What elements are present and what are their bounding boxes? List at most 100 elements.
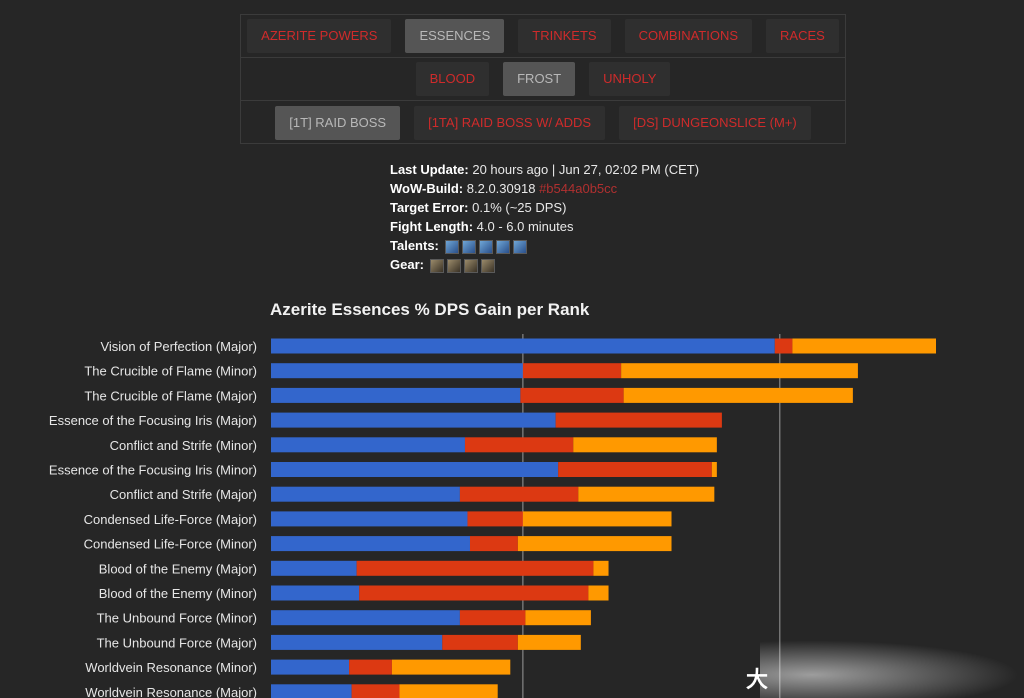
category-label: Worldvein Resonance (Minor)	[85, 660, 257, 675]
gear-item-icon[interactable]	[480, 258, 495, 273]
build-key: WoW-Build:	[390, 181, 464, 196]
bar-segment-rank-2[interactable]	[351, 684, 400, 698]
bar-segment-rank-3[interactable]	[391, 659, 511, 675]
gear-icons	[429, 258, 495, 273]
bar-segment-rank-2[interactable]	[555, 412, 722, 428]
nav-panel: AZERITE POWERS ESSENCES TRINKETS COMBINA…	[240, 14, 846, 144]
gear-line: Gear:	[390, 255, 699, 274]
watermark: 大	[746, 667, 769, 692]
bar-segment-rank-3[interactable]	[711, 462, 717, 477]
chart-title: Azerite Essences % DPS Gain per Rank	[270, 300, 590, 319]
bar-segment-rank-3[interactable]	[588, 585, 609, 601]
bar-segment-rank-2[interactable]	[520, 387, 624, 403]
category-label: The Crucible of Flame (Major)	[84, 388, 257, 403]
bar-segment-rank-1[interactable]	[271, 511, 468, 527]
category-label: The Crucible of Flame (Minor)	[84, 364, 257, 379]
bar-segment-rank-2[interactable]	[356, 560, 594, 576]
talent-icon[interactable]	[495, 239, 510, 254]
bar-segment-rank-2[interactable]	[522, 363, 622, 379]
nav-button-essences[interactable]: ESSENCES	[405, 19, 505, 53]
fight-length-line: Fight Length: 4.0 - 6.0 minutes	[390, 217, 699, 236]
bar-segment-rank-1[interactable]	[271, 610, 460, 626]
bar-segment-rank-1[interactable]	[271, 560, 357, 576]
last-update-key: Last Update:	[390, 162, 469, 177]
bar-segment-rank-3[interactable]	[522, 511, 672, 527]
nav-button-blood[interactable]: BLOOD	[415, 62, 490, 96]
bar-segment-rank-3[interactable]	[525, 610, 591, 626]
bar-segment-rank-2[interactable]	[459, 610, 526, 626]
nav-row-view: AZERITE POWERS ESSENCES TRINKETS COMBINA…	[241, 15, 845, 58]
category-label: Blood of the Enemy (Minor)	[99, 586, 257, 601]
bar-segment-rank-1[interactable]	[271, 486, 460, 502]
last-update-line: Last Update: 20 hours ago | Jun 27, 02:0…	[390, 160, 699, 179]
nav-button-dungeonslice[interactable]: [DS] DUNGEONSLICE (M+)	[619, 105, 811, 140]
bar-segment-rank-1[interactable]	[271, 585, 360, 601]
build-line: WoW-Build: 8.2.0.30918 #b544a0b5cc	[390, 179, 699, 198]
bar-segment-rank-2[interactable]	[469, 536, 518, 552]
bar-segment-rank-2[interactable]	[774, 338, 793, 354]
bar-segment-rank-3[interactable]	[573, 437, 717, 453]
category-label: Essence of the Focusing Iris (Major)	[49, 413, 257, 428]
bar-segment-rank-3[interactable]	[399, 684, 498, 698]
bar-segment-rank-1[interactable]	[271, 634, 443, 650]
target-error-line: Target Error: 0.1% (~25 DPS)	[390, 198, 699, 217]
category-label: Condensed Life-Force (Major)	[84, 512, 257, 527]
nav-button-trinkets[interactable]: TRINKETS	[518, 19, 611, 53]
category-label: Essence of the Focusing Iris (Minor)	[49, 463, 257, 478]
target-error-key: Target Error:	[390, 200, 469, 215]
bar-segment-rank-2[interactable]	[349, 659, 392, 675]
bar-segment-rank-2[interactable]	[464, 437, 574, 453]
bar-segment-rank-3[interactable]	[517, 536, 672, 552]
gear-item-icon[interactable]	[429, 258, 444, 273]
bar-segment-rank-2[interactable]	[459, 486, 579, 502]
nav-button-azerite-powers[interactable]: AZERITE POWERS	[247, 19, 392, 53]
gear-key: Gear:	[390, 257, 424, 272]
nav-button-combinations[interactable]: COMBINATIONS	[624, 19, 753, 53]
bar-segment-rank-3[interactable]	[621, 363, 858, 379]
talent-icons	[444, 239, 527, 254]
bar-segment-rank-2[interactable]	[442, 634, 518, 650]
nav-button-frost[interactable]: FROST	[503, 62, 576, 96]
gear-item-icon[interactable]	[446, 258, 461, 273]
bar-segment-rank-1[interactable]	[271, 363, 523, 379]
bar-segment-rank-1[interactable]	[271, 462, 559, 477]
talent-icon[interactable]	[444, 239, 459, 254]
sim-info: Last Update: 20 hours ago | Jun 27, 02:0…	[390, 160, 699, 274]
category-label: Worldvein Resonance (Major)	[85, 685, 257, 698]
bar-segment-rank-1[interactable]	[271, 338, 775, 354]
category-label: Blood of the Enemy (Major)	[99, 561, 257, 576]
nav-row-fight: [1T] RAID BOSS [1TA] RAID BOSS W/ ADDS […	[241, 101, 845, 144]
nav-button-unholy[interactable]: UNHOLY	[589, 62, 671, 96]
bar-segment-rank-1[interactable]	[271, 387, 521, 403]
bar-segment-rank-1[interactable]	[271, 412, 556, 428]
bar-segment-rank-1[interactable]	[271, 536, 470, 552]
talent-icon[interactable]	[478, 239, 493, 254]
bar-segment-rank-1[interactable]	[271, 437, 465, 453]
category-label: Conflict and Strife (Major)	[110, 487, 257, 502]
build-value: 8.2.0.30918	[466, 181, 536, 196]
bar-segment-rank-3[interactable]	[792, 338, 936, 354]
bar-segment-rank-3[interactable]	[623, 387, 853, 403]
bar-segment-rank-2[interactable]	[359, 585, 589, 601]
talents-key: Talents:	[390, 238, 439, 253]
category-label: Conflict and Strife (Minor)	[110, 438, 257, 453]
nav-button-raid-boss[interactable]: [1T] RAID BOSS	[275, 105, 401, 140]
nav-button-raid-boss-adds[interactable]: [1TA] RAID BOSS W/ ADDS	[414, 105, 606, 140]
bar-segment-rank-3[interactable]	[593, 560, 609, 576]
talent-icon[interactable]	[512, 239, 527, 254]
nav-row-spec: BLOOD FROST UNHOLY	[241, 58, 845, 101]
bar-segment-rank-3[interactable]	[517, 634, 581, 650]
bar-segment-rank-2[interactable]	[558, 462, 712, 477]
fight-length-value: 4.0 - 6.0 minutes	[476, 219, 574, 234]
nav-button-races[interactable]: RACES	[766, 19, 839, 53]
talents-line: Talents:	[390, 236, 699, 255]
category-label: The Unbound Force (Minor)	[97, 611, 257, 626]
bar-segment-rank-3[interactable]	[578, 486, 715, 502]
bar-segment-rank-1[interactable]	[271, 684, 352, 698]
gear-item-icon[interactable]	[463, 258, 478, 273]
build-hash-link[interactable]: #b544a0b5cc	[539, 181, 618, 196]
bar-segment-rank-1[interactable]	[271, 659, 350, 675]
bar-segment-rank-2[interactable]	[467, 511, 523, 527]
talent-icon[interactable]	[461, 239, 476, 254]
